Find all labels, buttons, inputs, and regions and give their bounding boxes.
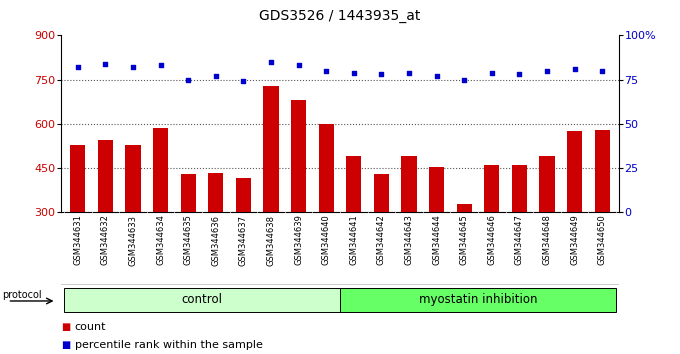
Text: GSM344650: GSM344650 bbox=[598, 215, 607, 266]
Bar bbox=[429, 167, 444, 212]
Bar bbox=[567, 131, 582, 212]
Point bbox=[128, 64, 139, 70]
Bar bbox=[484, 165, 499, 212]
Point bbox=[266, 59, 277, 65]
Bar bbox=[64, 288, 340, 312]
Bar bbox=[153, 128, 168, 212]
Bar bbox=[291, 100, 306, 212]
Text: GSM344645: GSM344645 bbox=[460, 215, 469, 266]
Point bbox=[321, 68, 332, 74]
Point bbox=[486, 70, 497, 75]
Text: GDS3526 / 1443935_at: GDS3526 / 1443935_at bbox=[259, 9, 421, 23]
Point bbox=[569, 66, 580, 72]
Text: control: control bbox=[182, 293, 222, 306]
Bar bbox=[594, 130, 610, 212]
Text: GSM344631: GSM344631 bbox=[73, 215, 82, 266]
Bar bbox=[401, 156, 417, 212]
Text: GSM344647: GSM344647 bbox=[515, 215, 524, 266]
Text: GSM344644: GSM344644 bbox=[432, 215, 441, 266]
Point bbox=[403, 70, 414, 75]
Text: myostatin inhibition: myostatin inhibition bbox=[419, 293, 537, 306]
Bar bbox=[340, 288, 616, 312]
Text: GSM344643: GSM344643 bbox=[405, 215, 413, 266]
Text: GSM344636: GSM344636 bbox=[211, 215, 220, 266]
Point bbox=[376, 72, 387, 77]
Bar bbox=[374, 174, 389, 212]
Text: count: count bbox=[75, 322, 106, 332]
Text: percentile rank within the sample: percentile rank within the sample bbox=[75, 340, 262, 350]
Text: GSM344642: GSM344642 bbox=[377, 215, 386, 266]
Point bbox=[541, 68, 552, 74]
Text: ■: ■ bbox=[61, 340, 71, 350]
Text: GSM344632: GSM344632 bbox=[101, 215, 110, 266]
Text: GSM344640: GSM344640 bbox=[322, 215, 330, 266]
Point bbox=[72, 64, 83, 70]
Point bbox=[514, 72, 525, 77]
Text: GSM344634: GSM344634 bbox=[156, 215, 165, 266]
Point bbox=[155, 63, 166, 68]
Text: GSM344646: GSM344646 bbox=[488, 215, 496, 266]
Bar bbox=[98, 140, 113, 212]
Bar bbox=[346, 156, 361, 212]
Text: GSM344648: GSM344648 bbox=[543, 215, 551, 266]
Point bbox=[431, 73, 442, 79]
Bar bbox=[512, 165, 527, 212]
Point bbox=[183, 77, 194, 82]
Text: GSM344637: GSM344637 bbox=[239, 215, 248, 266]
Text: GSM344635: GSM344635 bbox=[184, 215, 192, 266]
Text: GSM344633: GSM344633 bbox=[129, 215, 137, 266]
Point bbox=[597, 68, 608, 74]
Bar bbox=[319, 124, 334, 212]
Bar bbox=[263, 86, 279, 212]
Bar bbox=[125, 144, 141, 212]
Bar bbox=[539, 156, 555, 212]
Bar bbox=[181, 174, 196, 212]
Point bbox=[459, 77, 470, 82]
Bar bbox=[236, 178, 251, 212]
Bar bbox=[457, 204, 472, 212]
Text: GSM344641: GSM344641 bbox=[350, 215, 358, 266]
Text: GSM344638: GSM344638 bbox=[267, 215, 275, 266]
Bar bbox=[208, 172, 223, 212]
Point bbox=[293, 63, 304, 68]
Text: GSM344649: GSM344649 bbox=[570, 215, 579, 266]
Point bbox=[348, 70, 359, 75]
Text: ■: ■ bbox=[61, 322, 71, 332]
Text: protocol: protocol bbox=[2, 290, 41, 300]
Point bbox=[210, 73, 221, 79]
Bar bbox=[70, 144, 86, 212]
Text: GSM344639: GSM344639 bbox=[294, 215, 303, 266]
Point bbox=[100, 61, 111, 67]
Point bbox=[238, 79, 249, 84]
